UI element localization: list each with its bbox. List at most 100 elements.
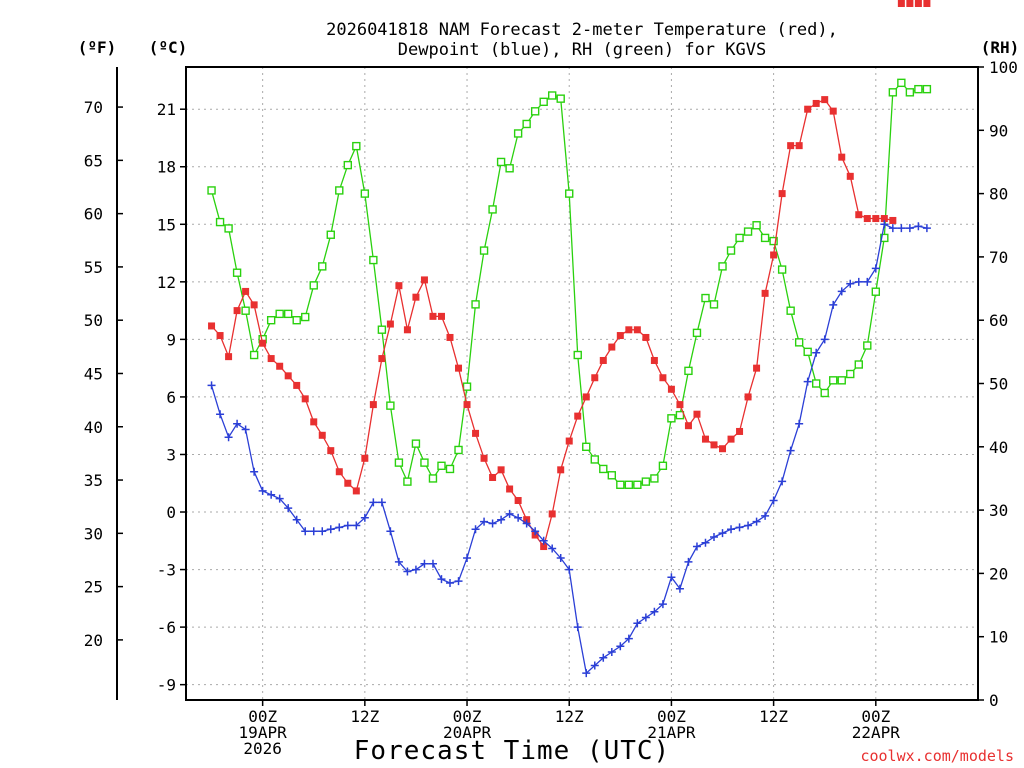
fahrenheit-tick-label: 65 xyxy=(84,151,103,170)
rh-point xyxy=(922,84,932,94)
temperature-point xyxy=(804,105,812,113)
temperature-point xyxy=(642,333,650,341)
dewpoint-point xyxy=(531,527,540,536)
temperature-series xyxy=(208,0,931,551)
rh-point xyxy=(360,189,370,198)
temperature-point xyxy=(880,215,888,223)
time-tick-label: 12Z xyxy=(350,707,379,726)
dewpoint-point xyxy=(301,527,310,536)
temperature-point xyxy=(310,418,318,426)
temperature-point xyxy=(812,99,820,107)
time-tick-label: 20APR xyxy=(443,723,492,742)
rh-point xyxy=(241,306,250,315)
fahrenheit-tick-label: 35 xyxy=(84,471,103,490)
rh-point xyxy=(428,474,438,483)
rh-point xyxy=(914,84,923,94)
fahrenheit-tick-label: 70 xyxy=(84,98,103,117)
temperature-point xyxy=(437,312,445,320)
temperature-point xyxy=(897,0,905,7)
temperature-point xyxy=(403,326,411,334)
dewpoint-point xyxy=(360,513,369,522)
rh-tick-label: 100 xyxy=(989,58,1018,77)
rh-point xyxy=(811,379,821,388)
rh-point xyxy=(420,458,429,467)
dewpoint-point xyxy=(241,425,250,434)
celsius-tick-label: -3 xyxy=(157,561,176,580)
rh-point xyxy=(633,480,642,489)
dewpoint-point xyxy=(641,613,650,622)
rh-tick-label: 70 xyxy=(989,248,1008,267)
temperature-point xyxy=(872,215,880,223)
time-tick-label: 12Z xyxy=(759,707,788,726)
temperature-point xyxy=(267,355,275,363)
rh-point xyxy=(777,265,787,274)
temperature-point xyxy=(412,293,420,301)
temperature-point xyxy=(259,339,267,347)
dewpoint-point xyxy=(292,515,301,524)
temperature-point xyxy=(736,427,744,435)
temperature-point xyxy=(276,362,284,370)
temperature-point xyxy=(242,287,250,295)
temperature-point xyxy=(633,326,641,334)
temperature-point xyxy=(889,216,897,224)
rh-point xyxy=(565,189,574,198)
grid-lines xyxy=(186,67,978,700)
temperature-point xyxy=(710,441,718,449)
rh-point xyxy=(301,312,310,322)
temperature-point xyxy=(446,333,454,341)
temperature-point xyxy=(719,445,727,453)
dewpoint-point xyxy=(233,419,242,428)
rh-point xyxy=(803,347,812,357)
rh-axis: 0 10 20 30 40 50 60 70 80 90 100 xyxy=(978,58,1018,710)
dewpoint-point xyxy=(897,224,906,233)
temperature-point xyxy=(540,543,548,551)
dewpoint-point xyxy=(710,532,718,541)
temperature-point xyxy=(429,312,437,320)
rh-point xyxy=(718,262,727,271)
celsius-tick-label: 3 xyxy=(166,445,176,464)
fahrenheit-axis: 20 25 30 35 40 45 50 55 60 65 70 xyxy=(84,98,123,650)
rh-point xyxy=(292,316,301,325)
rh-point xyxy=(616,480,625,489)
rh-tick-label: 60 xyxy=(989,311,1008,330)
dewpoint-point xyxy=(863,277,872,286)
rh-point xyxy=(454,445,463,455)
rh-point xyxy=(266,316,276,325)
rh-point xyxy=(897,78,906,88)
celsius-tick-label: 9 xyxy=(166,330,176,349)
rh-point xyxy=(471,300,480,309)
rh-point xyxy=(496,157,506,167)
rh-point xyxy=(846,369,855,379)
temperature-point xyxy=(744,393,752,401)
rh-point xyxy=(522,119,531,129)
temperature-point xyxy=(829,107,837,115)
dewpoint-point xyxy=(437,575,446,584)
dewpoint-point xyxy=(463,554,472,563)
dewpoint-point xyxy=(692,542,701,551)
rh-point xyxy=(743,227,753,236)
chart-title-line2: Dewpoint (blue), RH (green) for KGVS xyxy=(398,40,766,60)
rh-tick-label: 80 xyxy=(989,185,1008,204)
dewpoint-point xyxy=(411,565,420,574)
rh-point xyxy=(411,439,421,448)
rh-tick-label: 40 xyxy=(989,438,1008,457)
dewpoint-point xyxy=(880,220,889,229)
time-tick-label: 00Z xyxy=(657,707,686,726)
celsius-tick-label: 12 xyxy=(157,273,176,292)
temperature-point xyxy=(923,0,931,7)
dewpoint-point xyxy=(454,577,463,586)
dewpoint-point xyxy=(582,669,591,678)
temperature-point xyxy=(293,381,301,389)
temperature-point xyxy=(753,364,761,372)
dewpoint-point xyxy=(888,224,897,233)
temperature-point xyxy=(693,410,701,418)
rh-point xyxy=(769,236,778,246)
rh-tick-label: 30 xyxy=(989,501,1008,520)
temperature-point xyxy=(480,454,488,462)
dewpoint-point xyxy=(727,525,736,534)
rh-point xyxy=(871,287,881,296)
temperature-point xyxy=(701,435,709,443)
dewpoint-point xyxy=(812,348,821,357)
rh-tick-label: 50 xyxy=(989,375,1008,394)
